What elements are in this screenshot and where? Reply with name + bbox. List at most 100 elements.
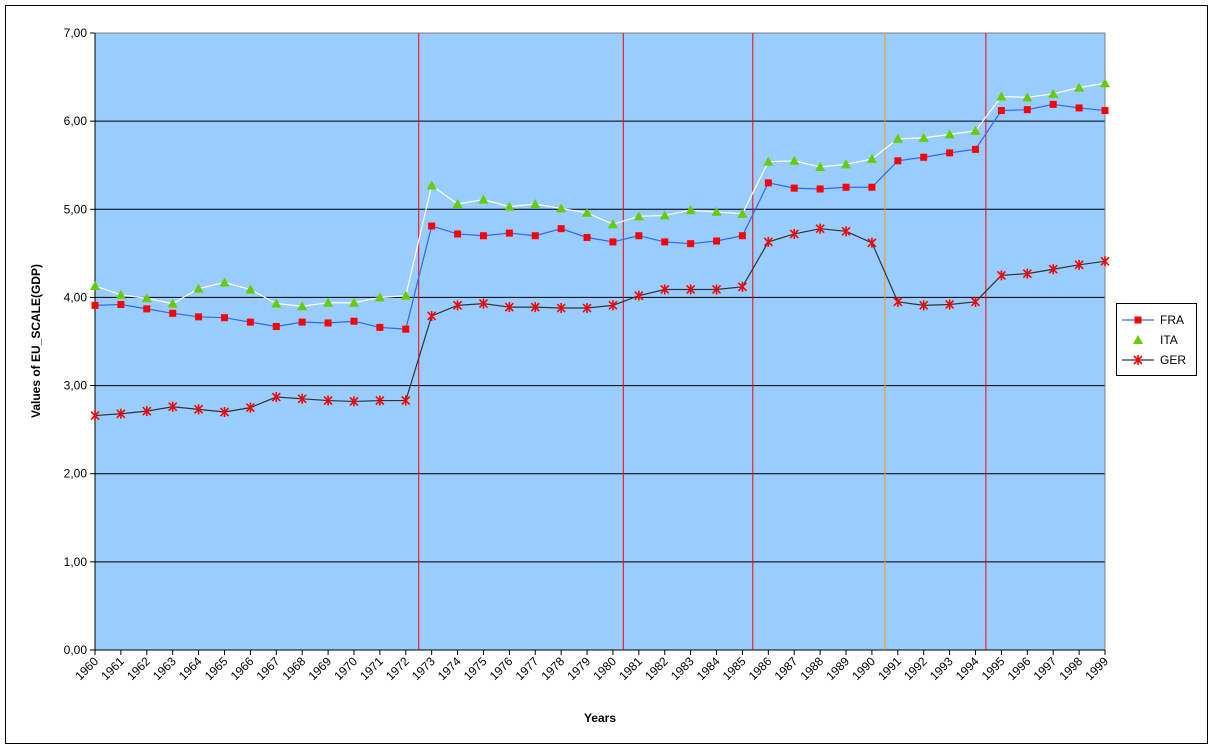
marker-square [350,317,358,325]
y-tick-label: 7,00 [64,26,88,40]
marker-triangle [219,277,230,287]
series-line [94,228,1106,417]
marker-triangle [478,194,489,204]
y-tick-label: 1,00 [64,555,88,569]
marker-triangle [1048,88,1059,98]
marker-star [556,303,566,314]
marker-triangle [918,132,929,142]
marker-square [298,318,306,326]
marker-triangle [659,210,670,220]
marker-square [246,318,254,326]
marker-triangle [245,284,256,294]
marker-star [945,299,955,310]
marker-square [1049,100,1057,108]
marker-square [1101,107,1109,115]
marker-star [401,395,411,406]
marker-triangle [815,161,826,171]
marker-triangle [892,133,903,143]
marker-star [219,407,230,418]
marker-star [1133,355,1143,365]
marker-triangle [426,180,437,190]
marker-square [169,309,177,317]
y-tick-label: 0,00 [64,643,88,657]
marker-square [661,238,669,246]
marker-square [454,230,462,238]
marker-star [582,303,592,314]
marker-triangle [970,125,981,135]
marker-triangle [944,129,955,139]
marker-star [530,302,540,313]
marker-square [920,153,928,161]
marker-square [1075,104,1083,112]
marker-star [427,310,437,321]
marker-star [608,300,618,311]
marker-triangle [530,198,541,208]
marker-triangle [996,91,1007,101]
marker-triangle [452,198,463,208]
marker-triangle [866,154,877,164]
marker-star [660,284,670,295]
legend-item: ITA [1133,333,1178,347]
marker-square [764,179,772,187]
marker-star [1100,256,1110,267]
marker-star [271,392,281,403]
marker-triangle [271,298,282,308]
marker-star [194,404,204,415]
y-tick-label: 5,00 [64,202,88,216]
marker-square [997,107,1005,115]
y-tick-label: 6,00 [64,114,88,128]
marker-triangle [400,290,411,300]
marker-square [713,237,721,245]
marker-star [763,236,773,247]
marker-square [479,232,487,240]
marker-star [297,393,307,404]
marker-star [1074,259,1084,270]
series-line [94,82,1106,307]
marker-triangle [193,283,204,293]
marker-triangle [763,156,774,166]
marker-square [687,240,695,248]
marker-triangle [556,203,567,213]
marker-square [557,225,565,233]
marker-triangle [1100,78,1110,88]
marker-triangle [685,205,696,215]
marker-square [220,314,228,322]
marker-star [711,284,722,295]
y-tick-label: 2,00 [64,467,88,481]
x-axis-title: Years [584,711,616,725]
legend-label: ITA [1160,333,1178,347]
marker-square [195,313,203,321]
marker-star [893,296,903,307]
marker-square [868,183,876,191]
plot-area [95,33,1105,650]
marker-square [635,232,643,240]
y-tick-label: 4,00 [64,290,88,304]
marker-square [376,323,384,331]
marker-square [1134,316,1142,324]
marker-square [894,157,902,165]
marker-star [349,396,359,407]
marker-triangle [504,201,515,211]
marker-square [609,238,617,246]
marker-star [634,290,644,301]
marker-triangle [297,301,308,311]
marker-star [168,401,178,412]
marker-triangle [90,280,100,290]
marker-triangle [633,211,644,221]
marker-star [90,410,100,421]
marker-triangle [789,155,800,165]
marker-square [738,232,746,240]
marker-square [324,319,332,327]
series-line [94,103,1106,330]
marker-star [789,228,799,239]
marker-square [272,323,280,331]
marker-triangle [1022,92,1033,102]
y-tick-label: 3,00 [64,379,88,393]
marker-star [686,284,696,295]
marker-star [452,300,463,311]
marker-star [116,408,126,419]
marker-square [946,149,954,157]
marker-star [478,298,489,309]
marker-square [402,325,410,333]
